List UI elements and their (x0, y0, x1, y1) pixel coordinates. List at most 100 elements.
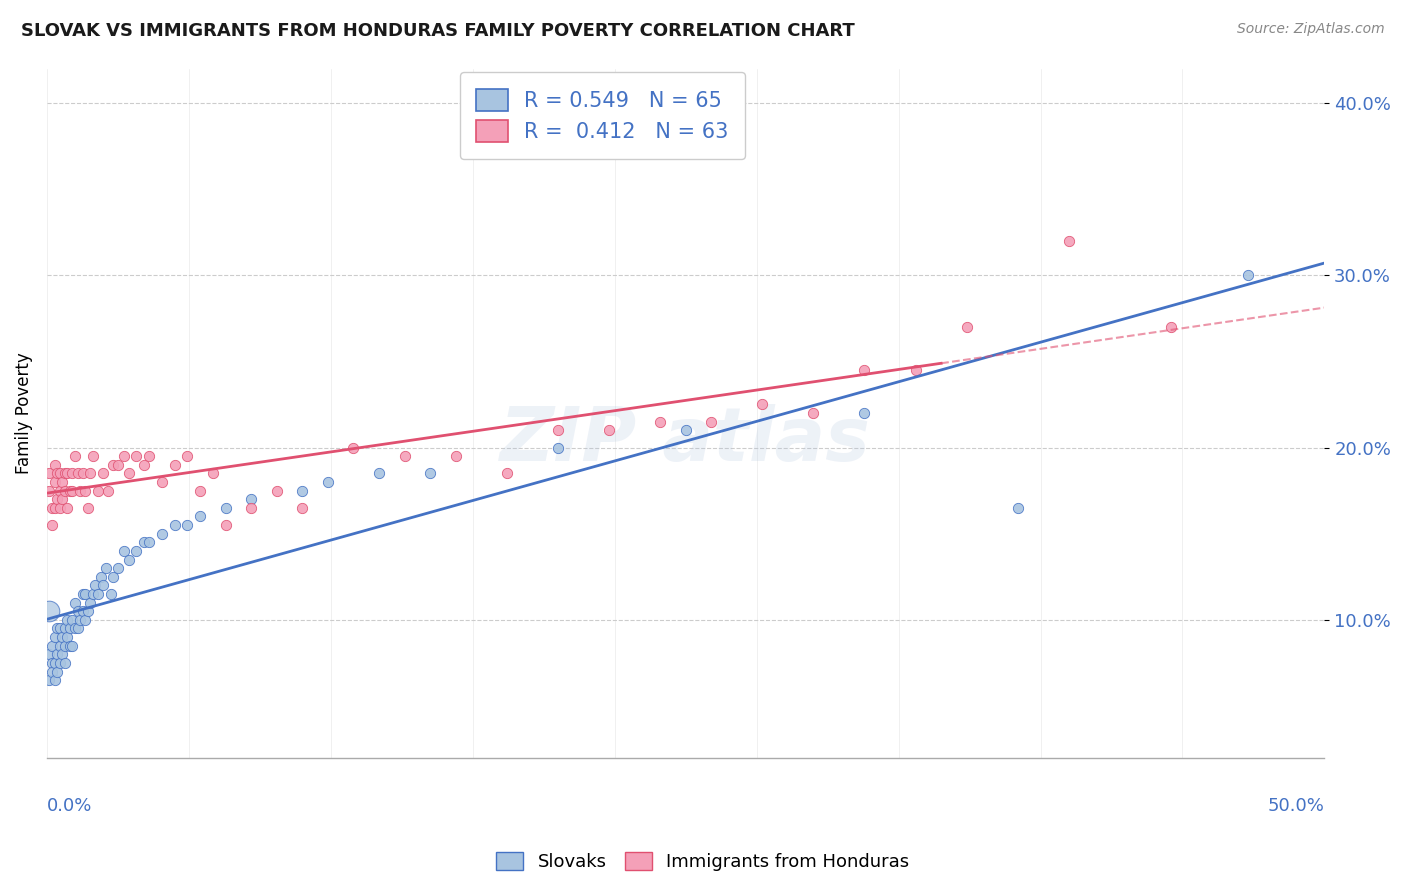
Point (853, 363, 876, 377)
Point (79, 596, 101, 610)
Point (132, 535, 155, 549)
Point (44, 656, 66, 670)
Point (41, 518, 63, 533)
Point (38, 604, 60, 618)
Text: 0.0%: 0.0% (46, 797, 93, 814)
Point (53, 483, 76, 498)
Y-axis label: Family Poverty: Family Poverty (15, 352, 32, 474)
Point (150, 475, 173, 489)
Point (53, 639, 76, 653)
Point (56, 613, 79, 627)
Point (495, 467, 517, 481)
Point (41, 639, 63, 653)
Point (118, 552, 141, 566)
Point (103, 570, 125, 584)
Point (163, 518, 186, 533)
Point (94, 561, 117, 575)
Point (138, 449, 160, 463)
Point (368, 467, 391, 481)
Point (956, 320, 979, 334)
Point (240, 500, 263, 515)
Point (91, 578, 114, 592)
Point (48, 639, 70, 653)
Point (62, 467, 84, 481)
Point (138, 535, 160, 549)
Point (215, 500, 238, 515)
Point (59, 639, 82, 653)
Point (46, 665, 69, 679)
Point (291, 500, 314, 515)
Point (90, 570, 112, 584)
Point (38, 673, 60, 687)
Point (44, 630, 66, 644)
Point (38, 648, 60, 662)
Point (59, 483, 82, 498)
Point (853, 406, 876, 420)
Point (107, 561, 129, 575)
Point (51, 492, 73, 507)
Point (48, 467, 70, 481)
Point (316, 475, 339, 489)
Point (291, 483, 314, 498)
Point (125, 544, 148, 558)
Point (48, 656, 70, 670)
Point (41, 656, 63, 670)
Point (266, 483, 288, 498)
Point (100, 587, 122, 601)
Point (904, 363, 927, 377)
Point (56, 500, 79, 515)
Text: 50.0%: 50.0% (1268, 797, 1324, 814)
Point (82, 587, 104, 601)
Point (76, 604, 98, 618)
Point (97, 483, 120, 498)
Point (38, 467, 60, 481)
Point (62, 613, 84, 627)
Point (76, 500, 98, 515)
Point (69, 483, 91, 498)
Point (66, 604, 89, 618)
Point (56, 630, 79, 644)
Point (41, 500, 63, 515)
Point (163, 458, 186, 472)
Point (118, 467, 141, 481)
Point (72, 604, 94, 618)
Text: ZIP atlas: ZIP atlas (501, 404, 872, 477)
Point (394, 449, 416, 463)
Point (675, 423, 697, 437)
Point (87, 483, 110, 498)
Point (44, 500, 66, 515)
Point (66, 622, 89, 636)
Point (48, 622, 70, 636)
Point (51, 475, 73, 489)
Point (87, 587, 110, 601)
Point (41, 665, 63, 679)
Point (51, 648, 73, 662)
Point (69, 613, 91, 627)
Point (44, 458, 66, 472)
Point (62, 639, 84, 653)
Point (62, 483, 84, 498)
Point (75, 613, 97, 627)
Point (125, 449, 148, 463)
Point (46, 648, 69, 662)
Point (598, 423, 620, 437)
Point (107, 458, 129, 472)
Point (342, 441, 364, 455)
Point (48, 483, 70, 498)
Text: SLOVAK VS IMMIGRANTS FROM HONDURAS FAMILY POVERTY CORRELATION CHART: SLOVAK VS IMMIGRANTS FROM HONDURAS FAMIL… (21, 22, 855, 40)
Point (63, 449, 86, 463)
Point (75, 587, 97, 601)
Point (188, 509, 211, 524)
Legend: Slovaks, Immigrants from Honduras: Slovaks, Immigrants from Honduras (489, 845, 917, 879)
Point (48, 500, 70, 515)
Point (240, 492, 263, 507)
Point (547, 423, 569, 437)
Point (44, 673, 66, 687)
Point (46, 467, 69, 481)
Point (112, 544, 135, 558)
Point (46, 622, 69, 636)
Point (1160, 320, 1182, 334)
Point (1236, 268, 1258, 283)
Point (215, 518, 238, 533)
Legend: R = 0.549   N = 65, R =  0.412   N = 63: R = 0.549 N = 65, R = 0.412 N = 63 (460, 72, 745, 159)
